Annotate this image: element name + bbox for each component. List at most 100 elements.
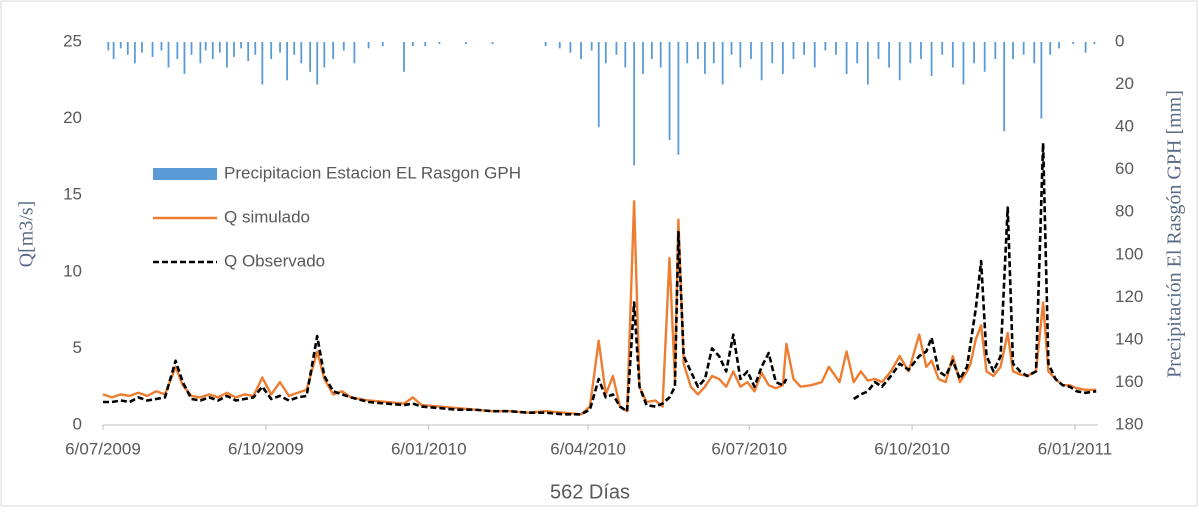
- precip-bar: [994, 42, 997, 60]
- precip-bar: [1072, 42, 1075, 45]
- precip-bar: [1084, 42, 1087, 53]
- precip-bar: [411, 42, 414, 47]
- precip-bar: [286, 42, 289, 81]
- precip-bar: [279, 42, 281, 53]
- y2-tick-label: 80: [1115, 202, 1134, 221]
- precip-bar: [866, 42, 869, 85]
- y2-tick-label: 40: [1115, 117, 1134, 136]
- y2-tick-label: 160: [1115, 372, 1143, 391]
- precip-bar: [403, 42, 405, 72]
- precip-bar: [642, 42, 644, 74]
- precip-bar: [712, 42, 715, 64]
- precip-bar: [332, 42, 335, 60]
- precip-bar: [792, 42, 795, 60]
- precip-bar: [696, 42, 699, 60]
- x-tick-label: 6/01/2011: [1038, 439, 1112, 458]
- precip-bar: [126, 42, 129, 55]
- precip-bar: [309, 42, 312, 72]
- precip-bar: [167, 42, 170, 68]
- precip-bar: [119, 42, 122, 49]
- precip-bar: [951, 42, 954, 68]
- precip-bar: [760, 42, 763, 81]
- y2-tick-label: 60: [1115, 159, 1134, 178]
- precip-bar: [1012, 42, 1014, 60]
- y2-tick-label: 100: [1115, 244, 1143, 263]
- precip-bar: [160, 42, 163, 51]
- precip-bar: [151, 42, 154, 57]
- x-tick-label: 6/01/2010: [391, 439, 467, 458]
- precip-bar: [668, 42, 671, 140]
- y2-tick-label: 140: [1115, 329, 1143, 348]
- precip-bar: [888, 42, 890, 68]
- x-axis-title: 562 Días: [550, 481, 630, 503]
- precip-bar: [1093, 42, 1096, 45]
- precip-bar: [438, 42, 441, 45]
- y2-tick-label: 0: [1115, 31, 1124, 50]
- precip-bar: [856, 42, 859, 64]
- y2-tick-label: 20: [1115, 74, 1134, 93]
- legend-label: Q Observado: [224, 251, 325, 270]
- precip-bar: [226, 42, 228, 68]
- precip-bar: [781, 42, 784, 74]
- precip-bar: [704, 42, 706, 74]
- precip-bar: [813, 42, 816, 68]
- precip-bar: [323, 42, 326, 68]
- precip-bar: [1058, 42, 1060, 49]
- precip-bar: [261, 42, 264, 85]
- precip-bar: [750, 42, 752, 60]
- y-tick-label: 10: [63, 261, 82, 280]
- precip-bar: [686, 42, 689, 64]
- precip-bar: [293, 42, 296, 55]
- y2-axis-title: Precipitación El Rasgón GPH [mm]: [1164, 90, 1186, 378]
- legend-label: Precipitacion Estacion EL Rasgon GPH: [224, 163, 521, 182]
- precip-bar: [176, 42, 179, 60]
- precip-bar: [270, 42, 273, 60]
- precip-bar: [254, 42, 257, 55]
- y-tick-label: 0: [73, 414, 82, 433]
- precip-bar: [112, 42, 115, 60]
- precip-bar: [677, 42, 680, 155]
- precip-bar: [240, 42, 242, 49]
- x-tick-label: 6/10/2010: [874, 439, 950, 458]
- precip-bar: [730, 42, 733, 55]
- precip-bar: [898, 42, 901, 81]
- precip-bar: [558, 42, 561, 49]
- precip-bar: [973, 42, 975, 64]
- precip-bar: [739, 42, 742, 68]
- legend-swatch: [153, 168, 217, 180]
- precip-bar: [300, 42, 303, 64]
- precip-bar: [835, 42, 837, 55]
- x-tick-label: 6/07/2009: [65, 439, 141, 458]
- precip-bar: [204, 42, 207, 51]
- x-tick-label: 6/07/2010: [711, 439, 787, 458]
- y2-tick-label: 180: [1115, 414, 1143, 433]
- series-line: [852, 141, 1097, 401]
- precip-bar: [218, 42, 221, 53]
- legend-label: Q simulado: [224, 207, 310, 226]
- series-line: [103, 230, 788, 416]
- precip-bar: [141, 42, 143, 53]
- precip-bar: [569, 42, 572, 53]
- precip-bar: [544, 42, 547, 47]
- precip-bar: [580, 42, 582, 60]
- precip-bar: [845, 42, 848, 74]
- y-tick-label: 5: [73, 338, 82, 357]
- precip-bar: [650, 42, 653, 60]
- precip-bar: [367, 42, 370, 49]
- precip-bar: [211, 42, 214, 60]
- precip-bar: [633, 42, 636, 166]
- precip-bar: [247, 42, 250, 62]
- precip-bar: [342, 42, 345, 51]
- precip-bar: [183, 42, 186, 74]
- precip-bar: [353, 42, 356, 64]
- precip-bar: [941, 42, 944, 55]
- precip-bar: [659, 42, 662, 68]
- y-tick-label: 25: [63, 31, 82, 50]
- precip-bar: [199, 42, 202, 64]
- precip-bar: [920, 42, 922, 60]
- precip-bar: [316, 42, 319, 85]
- precip-bar: [1022, 42, 1025, 55]
- y-axis-title: Q[m3/s]: [16, 201, 38, 268]
- precip-bar: [962, 42, 965, 85]
